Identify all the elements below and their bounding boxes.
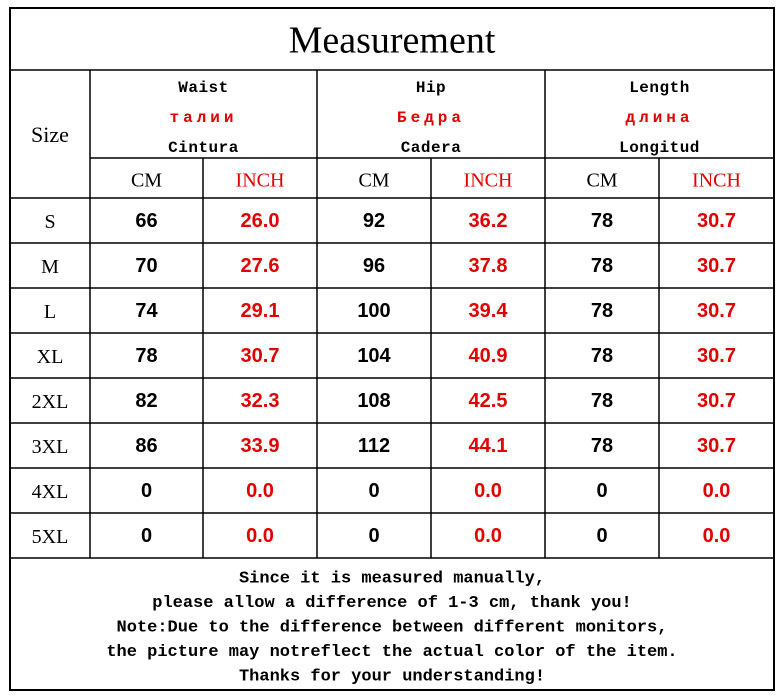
- cell: 0: [141, 480, 152, 502]
- cell: 0: [596, 525, 607, 547]
- note-line: the picture may notreflect the actual co…: [106, 643, 677, 662]
- note-line: Since it is measured manually,: [239, 569, 545, 588]
- cell: 30.7: [697, 210, 736, 232]
- cell: 37.8: [469, 255, 508, 277]
- cell: 0: [141, 525, 152, 547]
- cell: 78: [591, 300, 613, 322]
- cell: 78: [135, 345, 157, 367]
- cell: 104: [357, 345, 391, 367]
- title: Measurement: [289, 20, 496, 62]
- cell: 0.0: [246, 525, 274, 547]
- cell: 30.7: [697, 345, 736, 367]
- cell: 30.7: [697, 435, 736, 457]
- size-header: Size: [31, 122, 69, 147]
- cell: 78: [591, 255, 613, 277]
- cell: 66: [135, 210, 157, 232]
- group-label: Cadera: [401, 139, 462, 157]
- group-label: Hip: [416, 79, 446, 97]
- cell: 0.0: [474, 525, 502, 547]
- cell: 78: [591, 345, 613, 367]
- group-label: Cintura: [168, 139, 239, 157]
- cell: 33.9: [241, 435, 280, 457]
- cell: 82: [135, 390, 157, 412]
- note-line: Thanks for your understanding!: [239, 667, 545, 686]
- outer-border: [9, 7, 775, 691]
- cell: 70: [135, 255, 157, 277]
- cell: 100: [357, 300, 390, 322]
- cell: 0: [368, 525, 379, 547]
- cell: 30.7: [697, 390, 736, 412]
- cell: 112: [358, 435, 390, 457]
- cell: 86: [135, 435, 157, 457]
- cell: 0.0: [474, 480, 502, 502]
- cell: 29.1: [241, 300, 280, 322]
- cell: 0.0: [703, 525, 731, 547]
- cell: 108: [357, 390, 390, 412]
- size-label: 4XL: [32, 481, 69, 503]
- cell: 40.9: [469, 345, 508, 367]
- note-line: Note:Due to the difference between diffe…: [117, 618, 668, 637]
- size-label: 3XL: [32, 436, 69, 458]
- unit-label: CM: [358, 170, 389, 192]
- cell: 78: [591, 390, 613, 412]
- unit-label: INCH: [464, 170, 513, 192]
- cell: 78: [591, 435, 613, 457]
- cell: 0.0: [703, 480, 731, 502]
- cell: 74: [135, 300, 158, 322]
- cell: 30.7: [241, 345, 280, 367]
- cell: 44.1: [469, 435, 508, 457]
- group-label: длина: [625, 109, 693, 127]
- group-label: Waist: [178, 79, 229, 97]
- unit-label: INCH: [692, 170, 741, 192]
- group-label: Бедра: [397, 109, 465, 127]
- cell: 27.6: [241, 255, 280, 277]
- size-label: 5XL: [32, 526, 69, 548]
- group-label: Length: [629, 79, 690, 97]
- size-label: 2XL: [32, 391, 69, 413]
- cell: 39.4: [469, 300, 509, 322]
- cell: 96: [363, 255, 385, 277]
- cell: 32.3: [241, 390, 280, 412]
- cell: 92: [363, 210, 385, 232]
- cell: 0.0: [246, 480, 274, 502]
- cell: 30.7: [697, 300, 736, 322]
- cell: 30.7: [697, 255, 736, 277]
- cell: 42.5: [469, 390, 508, 412]
- cell: 36.2: [469, 210, 508, 232]
- unit-label: CM: [586, 170, 617, 192]
- size-label: M: [41, 256, 59, 278]
- cell: 0: [596, 480, 607, 502]
- cell: 78: [591, 210, 613, 232]
- note-line: please allow a difference of 1-3 cm, tha…: [152, 594, 631, 613]
- size-label: L: [44, 301, 56, 323]
- size-label: XL: [37, 346, 64, 368]
- cell: 26.0: [241, 210, 280, 232]
- group-label: талии: [169, 109, 237, 127]
- unit-label: CM: [131, 170, 162, 192]
- unit-label: INCH: [236, 170, 285, 192]
- cell: 0: [368, 480, 379, 502]
- size-label: S: [44, 211, 55, 233]
- group-label: Longitud: [619, 139, 700, 157]
